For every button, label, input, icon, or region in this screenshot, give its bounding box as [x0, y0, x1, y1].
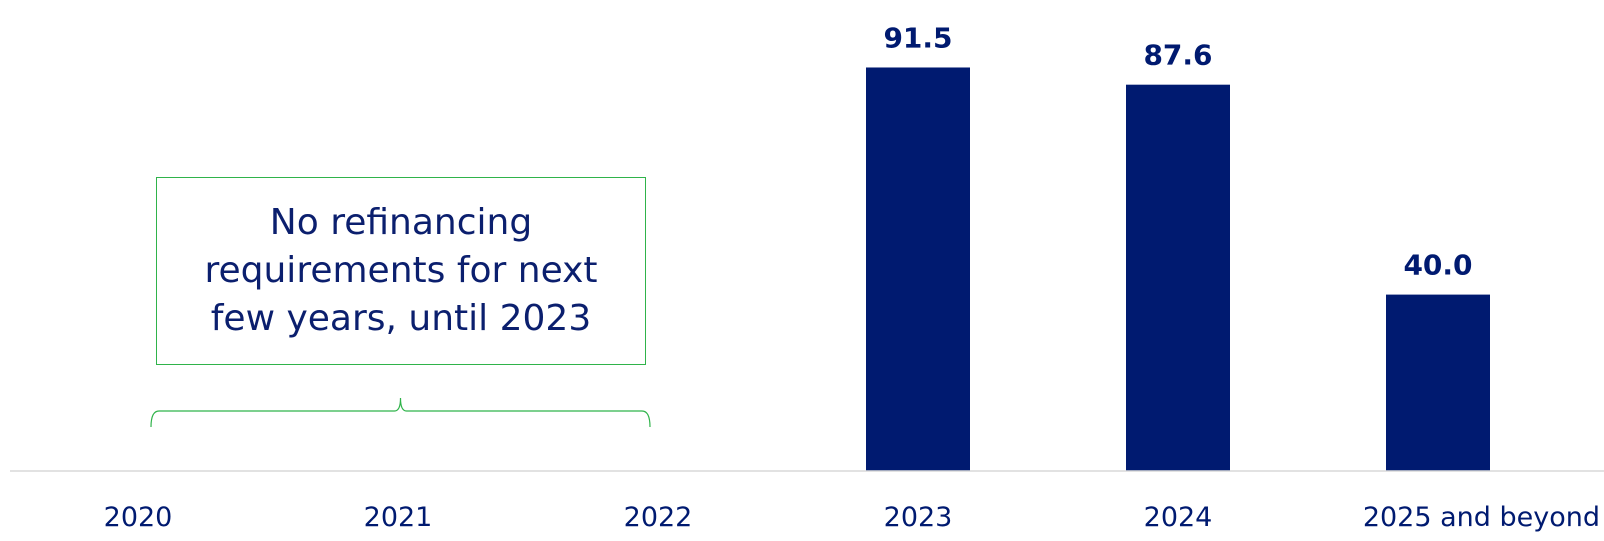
annotation-text: No refinancing requirements for next few… [204, 202, 598, 339]
bars-group [866, 67, 1490, 472]
x-tick-label-2022: 2022 [624, 502, 693, 533]
value-label-2023: 91.5 [883, 21, 952, 54]
x-tick-labels-group: 2020 2021 2022 2023 2024 2025 and beyond [104, 502, 1600, 533]
bar-2024 [1126, 84, 1230, 472]
bar-2023 [866, 67, 970, 472]
bar-2025-and-beyond [1386, 294, 1490, 471]
value-labels-group: 91.5 87.6 40.0 [883, 21, 1472, 281]
x-tick-label-2020: 2020 [104, 502, 173, 533]
x-tick-label-2021: 2021 [364, 502, 433, 533]
annotation-brace [150, 397, 651, 428]
x-tick-label-2024: 2024 [1144, 502, 1213, 533]
value-label-2024: 87.6 [1143, 39, 1212, 72]
x-tick-label-2023: 2023 [884, 502, 953, 533]
annotation-box: No refinancing requirements for next few… [156, 177, 646, 365]
x-tick-label-2025-and-beyond: 2025 and beyond [1363, 502, 1600, 533]
value-label-2025-and-beyond: 40.0 [1403, 249, 1472, 282]
